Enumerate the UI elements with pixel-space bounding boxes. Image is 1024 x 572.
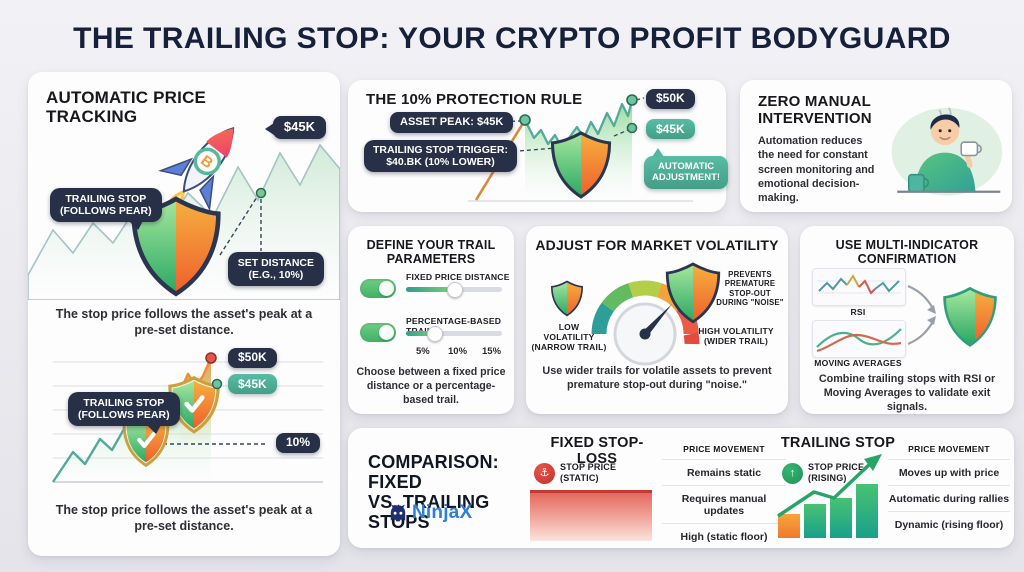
auto-adjustment-badge: AUTOMATIC ADJUSTMENT! bbox=[644, 148, 729, 189]
shirt bbox=[914, 152, 976, 192]
arrow-icon bbox=[907, 284, 935, 311]
trail-params-card: DEFINE YOUR TRAIL PARAMETERS FIXED PRICE… bbox=[348, 226, 514, 414]
comparison-card: COMPARISON: FIXED VS. TRAILING STOPS Nin… bbox=[348, 428, 1014, 548]
price-movement-header: PRICE MOVEMENT bbox=[662, 440, 786, 460]
rising-bars-chart bbox=[777, 454, 882, 538]
brand-name: NinjaX bbox=[412, 502, 473, 523]
auto-tracking-card: AUTOMATIC PRICE TRACKING B $45K TRAILING… bbox=[28, 72, 340, 556]
asset-peak-badge: ASSET PEAK: $45K bbox=[390, 112, 514, 133]
arrow-icon bbox=[907, 319, 935, 346]
list-item: Automatic during rallies bbox=[888, 486, 1010, 512]
volatility-card: ADJUST FOR MARKET VOLATILITY LOW VOLATIL… bbox=[526, 226, 788, 414]
fixed-distance-toggle[interactable] bbox=[360, 279, 396, 298]
protection-rule-card: THE 10% PROTECTION RULE ASSET PEAK: $45K… bbox=[348, 80, 729, 212]
static-stop-block bbox=[530, 490, 652, 541]
badge-50k: $50K bbox=[646, 89, 695, 109]
fixed-stop-price-label: STOP PRICE (STATIC) bbox=[560, 462, 617, 483]
shield-icon-large bbox=[667, 264, 719, 322]
moving-averages-chart bbox=[812, 320, 906, 358]
set-distance-badge: SET DISTANCE (E.G., 10%) bbox=[227, 252, 324, 287]
list-item: High (static floor) bbox=[680, 531, 768, 543]
peak-dot-50k bbox=[205, 352, 217, 364]
slider2-knob[interactable] bbox=[427, 326, 443, 342]
slider1-knob[interactable] bbox=[447, 282, 463, 298]
volatility-gauge bbox=[526, 226, 788, 366]
percentage-trail-slider[interactable] bbox=[406, 331, 502, 336]
zero-manual-card: ZERO MANUAL INTERVENTION Automation redu… bbox=[740, 80, 1012, 212]
page-title: THE TRAILING STOP: YOUR CRYPTO PROFIT BO… bbox=[73, 22, 951, 55]
peak-dot bbox=[519, 114, 531, 126]
fixed-stop-title: FIXED STOP-LOSS bbox=[550, 435, 644, 468]
trail-params-heading: DEFINE YOUR TRAIL PARAMETERS bbox=[366, 238, 496, 266]
bitcoin-icon bbox=[193, 147, 221, 176]
follow-chart-caption: The stop price follows the asset's peak … bbox=[55, 503, 313, 534]
fixed-movement-list: PRICE MOVEMENT Remains static Requires m… bbox=[662, 440, 786, 549]
relaxed-person-illustration bbox=[891, 107, 1003, 196]
list-item: Moves up with price bbox=[888, 460, 1010, 486]
shield-icon bbox=[943, 287, 997, 347]
price-dot bbox=[255, 187, 267, 199]
trigger-badge: TRAILING STOP TRIGGER: $40.BK (10% LOWER… bbox=[364, 140, 517, 173]
trailing-stop-price-label: STOP PRICE (RISING) bbox=[808, 462, 865, 483]
high-volatility-label: HIGH VOLATILITY (WIDER TRAIL) bbox=[698, 326, 774, 347]
auto-tracking-caption: The stop price follows the asset's peak … bbox=[55, 307, 313, 338]
ninjax-logo: NinjaX bbox=[388, 502, 472, 524]
trailing-stop-title: TRAILING STOP bbox=[780, 435, 896, 451]
list-item: Dynamic (rising floor) bbox=[894, 519, 1004, 531]
new-stop-dot bbox=[626, 122, 638, 134]
hair bbox=[930, 114, 960, 130]
zero-manual-body: Automation reduces the need for constant… bbox=[758, 135, 875, 204]
face bbox=[930, 116, 960, 146]
badge-45k: $45K bbox=[228, 374, 277, 395]
auto-tracking-heading: AUTOMATIC PRICE TRACKING bbox=[46, 88, 207, 127]
multi-indicator-heading: USE MULTI-INDICATOR CONFIRMATION bbox=[835, 238, 979, 266]
moving-averages-label: MOVING AVERAGES bbox=[814, 358, 902, 368]
tick-5: 5% bbox=[416, 346, 430, 357]
gauge-needle bbox=[642, 304, 672, 337]
protection-rule-heading: THE 10% PROTECTION RULE bbox=[366, 91, 583, 108]
price-movement-header: PRICE MOVEMENT bbox=[888, 440, 1010, 460]
list-item: Requires manual updates bbox=[662, 486, 786, 524]
list-item: Remains static bbox=[662, 460, 786, 486]
ninjax-logo-icon bbox=[390, 504, 406, 522]
badge-45k: $45K bbox=[646, 119, 695, 140]
multi-indicator-caption: Combine trailing stops with RSI or Movin… bbox=[818, 373, 996, 414]
badge-50k: $50K bbox=[228, 348, 277, 368]
price-area-fill bbox=[53, 358, 211, 482]
confirmation-arrows-shield bbox=[907, 284, 1010, 368]
volatility-heading: ADJUST FOR MARKET VOLATILITY bbox=[535, 237, 779, 253]
tick-15: 15% bbox=[482, 346, 502, 357]
peak-price-badge: $45K bbox=[264, 116, 326, 139]
trailing-movement-list: PRICE MOVEMENT Moves up with price Autom… bbox=[888, 440, 1010, 537]
percentage-trail-toggle[interactable] bbox=[360, 323, 396, 342]
stop-dot-45k bbox=[211, 378, 223, 390]
trail-params-caption: Choose between a fixed price distance or… bbox=[356, 366, 506, 406]
shield-icon-small bbox=[552, 282, 582, 316]
dashed-connector bbox=[219, 196, 258, 256]
prevents-stopout-label: PREVENTS PREMATURE STOP-OUT DURING "NOIS… bbox=[716, 270, 784, 308]
trailing-follow-chart bbox=[52, 352, 323, 483]
volatility-caption: Use wider trails for volatile assets to … bbox=[542, 365, 772, 392]
up-arrow-icon: ↑ bbox=[782, 463, 803, 484]
slider1-label: FIXED PRICE DISTANCE bbox=[406, 272, 510, 282]
tick-10: 10% bbox=[448, 346, 468, 357]
anchor-icon: ⚓ bbox=[534, 463, 555, 484]
rising-arrow bbox=[777, 460, 874, 518]
badge-10pct: 10% bbox=[276, 433, 321, 453]
rsi-chart bbox=[812, 268, 906, 306]
coffee-cup bbox=[960, 141, 979, 157]
rsi-label: RSI bbox=[850, 307, 866, 317]
multi-indicator-card: USE MULTI-INDICATOR CONFIRMATION RSI MOV… bbox=[800, 226, 1014, 414]
mug bbox=[907, 173, 925, 193]
trailing-stop-badge: TRAILING STOP (FOLLOWS PEAR) bbox=[68, 392, 180, 427]
zero-manual-heading: ZERO MANUAL INTERVENTION bbox=[758, 93, 872, 127]
trailing-stop-badge: TRAILING STOP (FOLLOWS PEAR) bbox=[50, 188, 162, 223]
low-volatility-label: LOW VOLATILITY (NARROW TRAIL) bbox=[531, 322, 607, 353]
new-peak-dot bbox=[626, 94, 638, 106]
